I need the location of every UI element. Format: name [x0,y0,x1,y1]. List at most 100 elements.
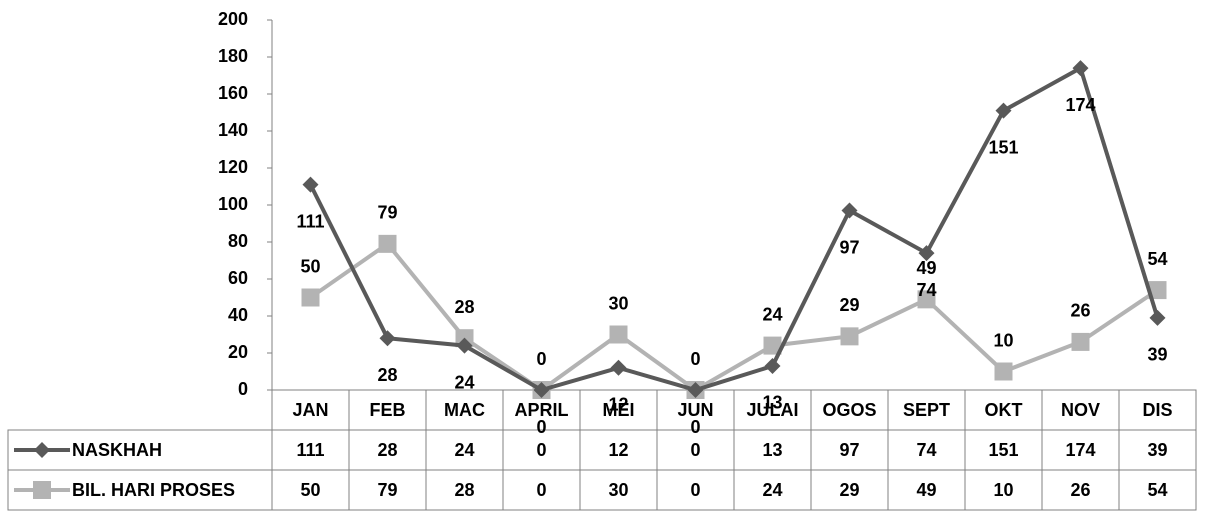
point [610,359,627,376]
data-label: 0 [536,349,546,369]
point [456,337,473,354]
legend-label: BIL. HARI PROSES [72,480,235,500]
data-label: 24 [454,372,474,392]
table-value: 54 [1147,480,1167,500]
data-label: 79 [377,203,397,223]
point [378,234,397,253]
point [302,176,319,193]
x-tick-label: FEB [370,400,406,420]
table-value: 39 [1147,440,1167,460]
point [840,327,859,346]
table-value: 13 [762,440,782,460]
x-tick-label: JUN [677,400,713,420]
point [609,325,628,344]
data-label: 12 [608,395,628,415]
table-cell [1118,469,1197,511]
y-tick-label: 100 [218,194,248,214]
data-label: 39 [1147,345,1167,365]
point [994,362,1013,381]
y-tick-label: 120 [218,157,248,177]
series-line [308,65,1160,393]
x-tick-label: NOV [1061,400,1100,420]
table-value: 174 [1065,440,1095,460]
y-tick-label: 140 [218,120,248,140]
table-value: 79 [377,480,397,500]
table-value: 12 [608,440,628,460]
point [918,245,935,262]
data-label: 151 [988,137,1018,157]
data-label: 30 [608,293,628,313]
point [1072,60,1089,77]
y-tick-label: 40 [228,305,248,325]
data-label: 54 [1147,249,1167,269]
table-value: 111 [296,440,324,460]
point [841,202,858,219]
table-value: 30 [608,480,628,500]
data-label: 26 [1070,301,1090,321]
data-label: 0 [690,349,700,369]
point [1071,332,1090,351]
y-tick-label: 160 [218,83,248,103]
table-value: 24 [762,480,782,500]
x-tick-label: MEI [602,400,634,420]
data-label: 49 [916,258,936,278]
data-label: 74 [916,280,936,300]
data-label: 13 [762,393,782,413]
point [764,357,781,374]
point [1148,281,1167,300]
point [995,102,1012,119]
table-value: 28 [377,440,397,460]
data-label: 0 [690,417,700,437]
data-label: 10 [993,330,1013,350]
y-tick-label: 60 [228,268,248,288]
table-cell [7,469,273,511]
y-tick-label: 20 [228,342,248,362]
data-label: 24 [762,304,782,324]
point [1149,309,1166,326]
y-tick-label: 0 [238,379,248,399]
data-label: 29 [839,295,859,315]
series-line [309,241,1159,393]
x-tick-label: OKT [985,400,1023,420]
x-tick-label: MAC [444,400,485,420]
point [533,382,550,398]
point [301,288,320,307]
point [763,336,782,355]
legend-label: NASKHAH [72,440,162,460]
y-tick-label: 180 [218,46,248,66]
y-tick-label: 80 [228,231,248,251]
table-value: 0 [690,440,700,460]
legend-marker [34,442,50,458]
table-value: 74 [916,440,936,460]
data-label: 50 [300,256,320,276]
table-value: 24 [454,440,474,460]
table-value: 10 [993,480,1013,500]
point [917,290,936,309]
data-label: 97 [839,237,859,257]
x-tick-label: DIS [1142,400,1172,420]
legend-marker [33,481,51,499]
table-value: 49 [916,480,936,500]
table-value: 0 [690,480,700,500]
point [379,330,396,347]
data-label: 111 [296,211,324,231]
data-label: 28 [454,297,474,317]
data-label: 174 [1065,95,1095,115]
table-value: 26 [1070,480,1090,500]
table-value: 97 [839,440,859,460]
x-tick-label: JAN [292,400,328,420]
table-value: 0 [536,440,546,460]
x-tick-label: JULAI [746,400,798,420]
point [687,382,704,398]
y-tick-label: 200 [218,9,248,29]
x-tick-label: SEPT [903,400,950,420]
x-tick-label: OGOS [822,400,876,420]
table-value: 151 [988,440,1018,460]
table-value: 29 [839,480,859,500]
x-tick-label: APRIL [515,400,569,420]
table-value: 28 [454,480,474,500]
table-value: 0 [536,480,546,500]
data-label: 0 [536,417,546,437]
data-label: 28 [377,365,397,385]
